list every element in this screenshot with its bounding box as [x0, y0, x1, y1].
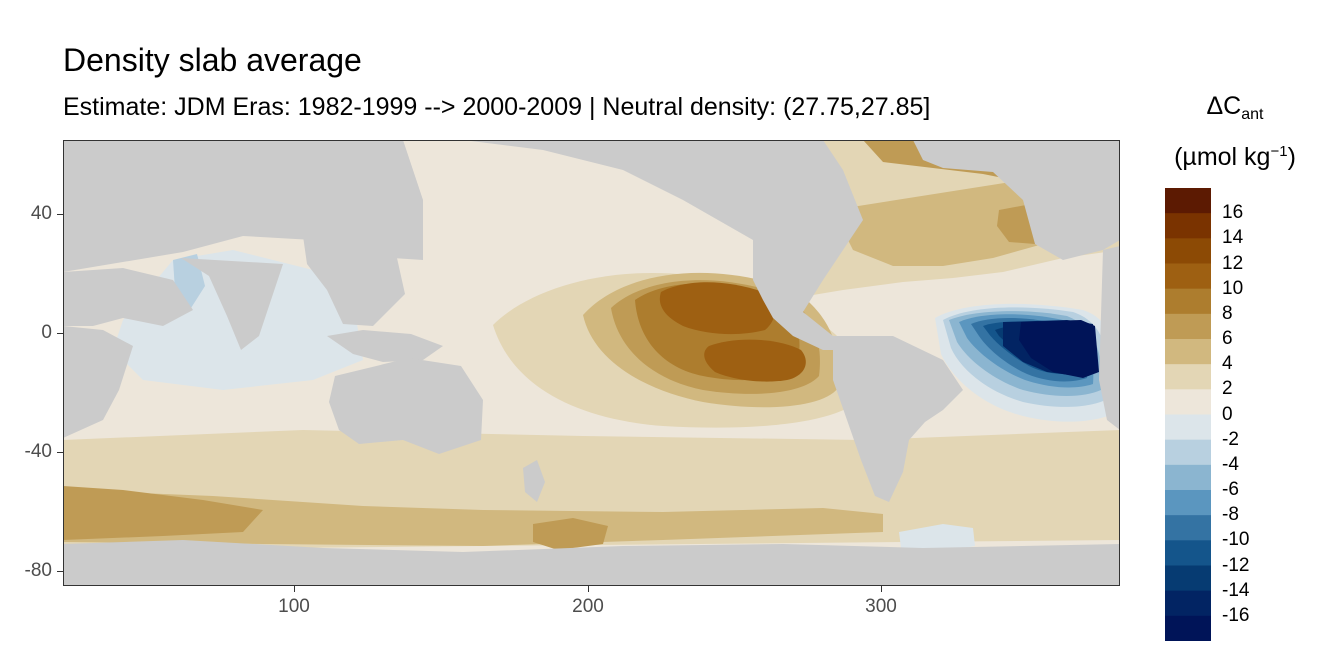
y-tick-label-40: 40 — [30, 203, 52, 224]
legend-swatch — [1165, 389, 1211, 416]
land-new-zealand — [523, 460, 545, 502]
y-tick-label-neg40: -40 — [24, 441, 52, 462]
y-tick-label-0: 0 — [41, 322, 52, 343]
land-africa-west — [1099, 246, 1120, 430]
legend-tick-label: -8 — [1222, 504, 1239, 526]
land-africa-east — [63, 326, 133, 438]
south-atlantic-blue-patch — [899, 524, 975, 554]
legend-unit-suffix: ) — [1287, 143, 1296, 171]
x-tick-label-100: 100 — [278, 596, 310, 617]
y-tick-mark-0 — [57, 333, 63, 334]
legend-swatch — [1165, 288, 1211, 315]
x-tick-label-300: 300 — [865, 596, 897, 617]
legend-swatch — [1165, 540, 1211, 567]
legend-tick-label: -2 — [1222, 428, 1239, 450]
legend-swatch — [1165, 590, 1211, 617]
southern-band-strong — [63, 486, 263, 540]
land-north-america — [463, 140, 863, 350]
land-arabia — [63, 268, 193, 326]
legend-swatch — [1165, 188, 1211, 214]
legend-tick-label: 4 — [1222, 353, 1233, 375]
pacific-core-south — [704, 339, 806, 382]
y-tick-mark-40 — [57, 214, 63, 215]
legend-tick-label: 16 — [1222, 202, 1244, 224]
north-atlantic-mid — [833, 180, 1063, 266]
x-tick-label-200: 200 — [572, 596, 604, 617]
legend-swatch — [1165, 213, 1211, 239]
land-maritime — [327, 330, 443, 362]
legend-title-subscript: ant — [1241, 106, 1264, 123]
map-svg — [63, 140, 1120, 586]
legend-title-prefix: ΔC — [1206, 92, 1242, 120]
legend-swatch — [1165, 490, 1211, 516]
land-antarctica — [63, 540, 1120, 586]
southern-band-mid — [63, 490, 883, 546]
legend-tick-label: 14 — [1222, 227, 1244, 249]
legend-tick-label: -6 — [1222, 479, 1239, 500]
legend-tick-label: 8 — [1222, 302, 1233, 324]
legend-swatch — [1165, 313, 1211, 340]
legend-swatch — [1165, 238, 1211, 265]
atlantic-core-deep — [1019, 320, 1099, 378]
land-india — [181, 258, 283, 350]
legend-unit: (µmol kg−1) — [1160, 138, 1310, 171]
pacific-core-north — [659, 282, 775, 335]
legend-unit-superscript: −1 — [1270, 143, 1288, 160]
x-tick-mark-200 — [588, 586, 589, 592]
legend-swatch — [1165, 364, 1211, 390]
y-tick-label-neg80: -80 — [24, 560, 52, 581]
legend-swatch — [1165, 565, 1211, 592]
legend-swatch — [1165, 464, 1211, 491]
legend-swatch — [1165, 439, 1211, 466]
legend-tick-label: 2 — [1222, 378, 1233, 400]
legend-title: ΔCant — [1160, 92, 1310, 129]
legend-tick-label: -14 — [1222, 579, 1250, 601]
legend-swatch — [1165, 615, 1211, 641]
land-south-america — [833, 336, 963, 502]
legend-unit-prefix: (µmol kg — [1174, 143, 1271, 171]
plot-subtitle: Estimate: JDM Eras: 1982-1999 --> 2000-2… — [63, 93, 931, 121]
y-tick-mark-neg80 — [57, 571, 63, 572]
legend-tick-label: 12 — [1222, 252, 1244, 274]
legend-swatch — [1165, 414, 1211, 441]
land-greenland-europe — [913, 140, 1120, 260]
legend-swatch — [1165, 515, 1211, 541]
map-panel — [63, 140, 1120, 586]
land-australia — [329, 358, 483, 454]
x-tick-mark-300 — [881, 586, 882, 592]
legend-tick-label: 6 — [1222, 328, 1233, 349]
legend-swatch — [1165, 263, 1211, 290]
legend-tick-label: -12 — [1222, 554, 1250, 576]
legend-tick-label: 0 — [1222, 403, 1233, 425]
legend-swatch — [1165, 339, 1211, 365]
plot-title: Density slab average — [63, 42, 362, 78]
x-tick-mark-100 — [294, 586, 295, 592]
legend-colorbar — [1165, 188, 1211, 641]
legend-tick-label: -16 — [1222, 604, 1250, 626]
land-se-asia — [303, 236, 405, 326]
southern-patch — [533, 518, 608, 550]
y-tick-mark-neg40 — [57, 452, 63, 453]
legend-tick-label: 10 — [1222, 277, 1244, 299]
legend-tick-label: -4 — [1222, 453, 1239, 475]
legend-tick-label: -10 — [1222, 529, 1250, 551]
